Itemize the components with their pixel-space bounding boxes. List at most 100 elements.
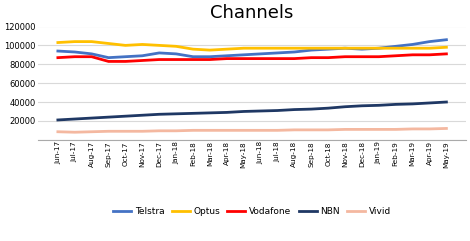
NBN — [173, 112, 179, 115]
Vodafone — [410, 53, 415, 56]
Vivid — [342, 128, 348, 131]
Vodafone — [106, 60, 111, 63]
NBN — [140, 114, 145, 117]
Vivid — [444, 127, 449, 130]
NBN — [291, 108, 297, 111]
Vodafone — [393, 54, 399, 57]
Vodafone — [325, 56, 331, 59]
Vodafone — [427, 53, 432, 56]
Telstra — [140, 54, 145, 57]
Vodafone — [89, 55, 94, 58]
Vodafone — [55, 56, 61, 59]
NBN — [106, 116, 111, 119]
Vivid — [427, 127, 432, 130]
NBN — [207, 111, 213, 114]
Optus — [241, 47, 246, 50]
Optus — [207, 49, 213, 52]
NBN — [410, 102, 415, 105]
Optus — [140, 43, 145, 46]
Vivid — [376, 128, 382, 131]
Telstra — [359, 48, 365, 51]
Optus — [427, 47, 432, 50]
Vodafone — [140, 59, 145, 62]
Telstra — [157, 52, 162, 54]
Vodafone — [444, 53, 449, 55]
Vodafone — [376, 55, 382, 58]
Vodafone — [224, 57, 230, 60]
NBN — [427, 101, 432, 104]
Vodafone — [342, 55, 348, 58]
Vodafone — [291, 57, 297, 60]
Vivid — [393, 128, 399, 131]
Telstra — [308, 49, 314, 52]
Telstra — [190, 55, 196, 58]
Optus — [291, 47, 297, 50]
NBN — [342, 105, 348, 108]
Optus — [274, 47, 280, 50]
Vodafone — [274, 57, 280, 60]
Vivid — [72, 131, 78, 134]
Telstra — [274, 52, 280, 54]
Telstra — [291, 51, 297, 54]
Line: Vodafone: Vodafone — [58, 54, 446, 61]
Optus — [410, 47, 415, 50]
Telstra — [106, 56, 111, 59]
NBN — [308, 108, 314, 111]
NBN — [359, 104, 365, 107]
Optus — [359, 47, 365, 50]
Vodafone — [207, 58, 213, 61]
Vodafone — [308, 56, 314, 59]
Vodafone — [258, 57, 263, 60]
Vivid — [173, 129, 179, 132]
NBN — [157, 113, 162, 116]
Optus — [376, 47, 382, 50]
Line: Vivid: Vivid — [58, 128, 446, 132]
Vivid — [325, 128, 331, 131]
Title: Channels: Channels — [211, 4, 294, 22]
Vivid — [106, 130, 111, 133]
Optus — [224, 48, 230, 51]
Line: Telstra: Telstra — [58, 40, 446, 58]
Optus — [444, 46, 449, 49]
Vivid — [123, 130, 128, 133]
Line: Optus: Optus — [58, 42, 446, 50]
NBN — [224, 111, 230, 114]
Vodafone — [173, 58, 179, 61]
Telstra — [173, 53, 179, 55]
Optus — [393, 47, 399, 50]
Optus — [55, 41, 61, 44]
Vivid — [157, 129, 162, 132]
Line: NBN: NBN — [58, 102, 446, 120]
Telstra — [444, 38, 449, 41]
Vivid — [207, 129, 213, 132]
Telstra — [55, 50, 61, 53]
Optus — [72, 40, 78, 43]
Telstra — [72, 51, 78, 54]
Vodafone — [72, 55, 78, 58]
Telstra — [207, 55, 213, 58]
NBN — [393, 103, 399, 106]
Optus — [190, 48, 196, 51]
Optus — [325, 47, 331, 50]
Vivid — [241, 129, 246, 132]
NBN — [444, 100, 449, 103]
Vivid — [89, 130, 94, 133]
NBN — [190, 112, 196, 115]
Telstra — [410, 43, 415, 46]
NBN — [258, 110, 263, 113]
Vodafone — [359, 55, 365, 58]
Optus — [173, 45, 179, 48]
NBN — [241, 110, 246, 113]
Optus — [123, 44, 128, 47]
Vivid — [274, 129, 280, 132]
Vodafone — [123, 60, 128, 63]
Vivid — [224, 129, 230, 132]
Vivid — [140, 130, 145, 133]
Vivid — [190, 129, 196, 132]
Telstra — [224, 54, 230, 57]
Telstra — [342, 47, 348, 50]
Vivid — [308, 128, 314, 131]
Vivid — [291, 128, 297, 131]
NBN — [55, 119, 61, 121]
NBN — [325, 107, 331, 110]
